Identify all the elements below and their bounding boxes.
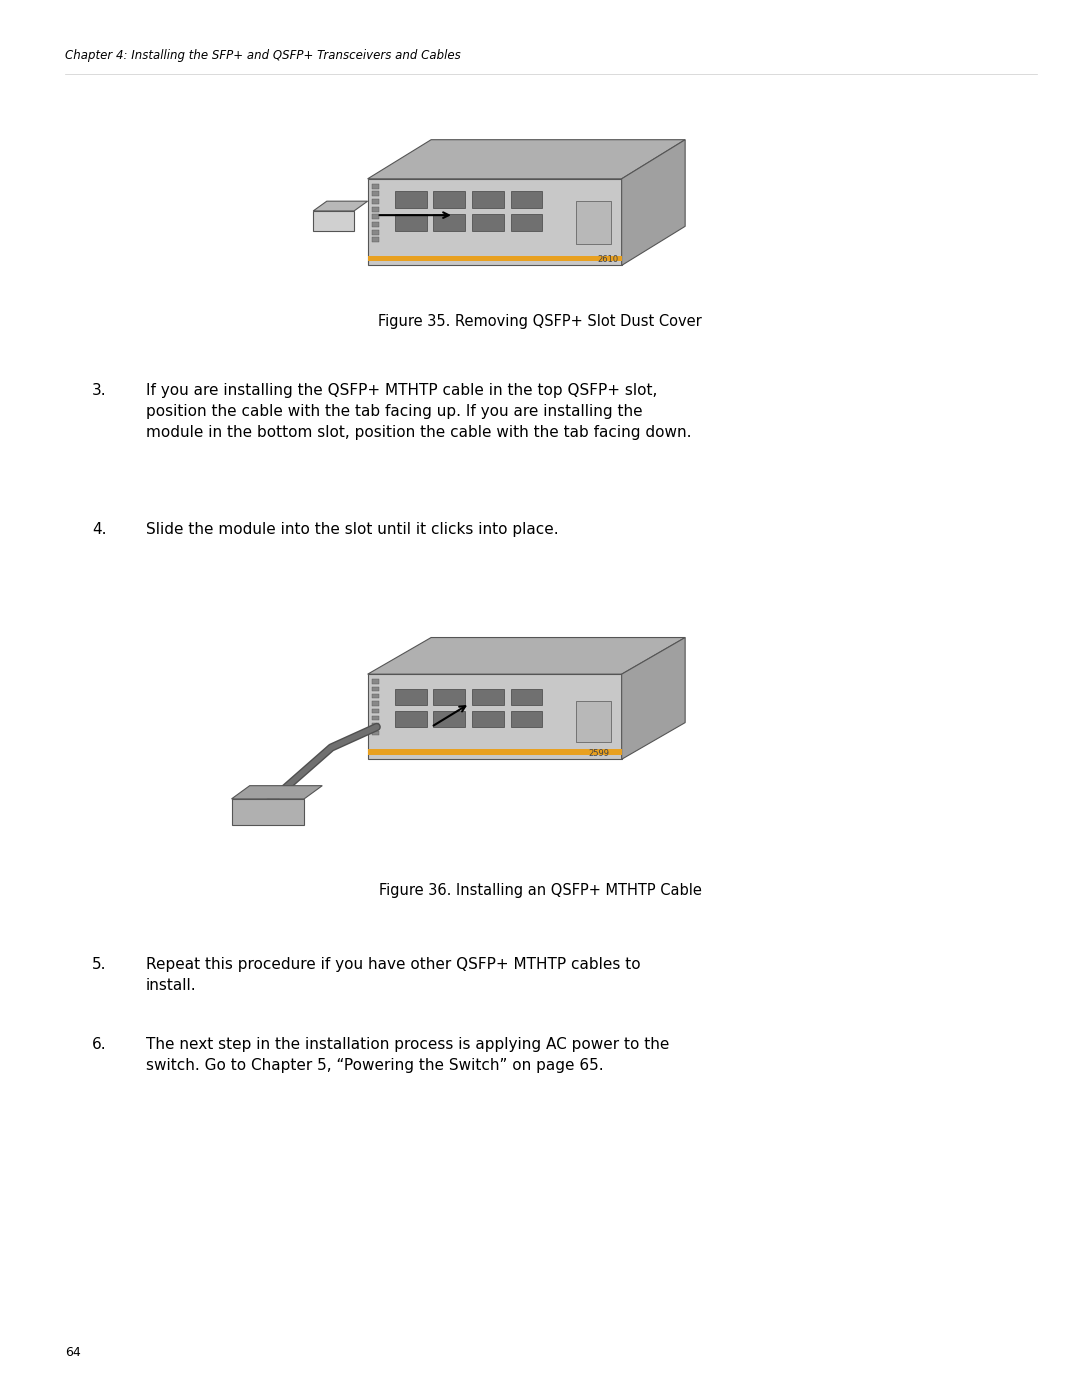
- Bar: [373, 694, 379, 698]
- Text: 64: 64: [65, 1347, 81, 1359]
- Polygon shape: [313, 201, 367, 211]
- Bar: [373, 215, 379, 219]
- Bar: [395, 711, 427, 726]
- Text: If you are installing the QSFP+ MTHTP cable in the top QSFP+ slot,
position the : If you are installing the QSFP+ MTHTP ca…: [146, 383, 691, 440]
- Bar: [367, 256, 622, 261]
- Bar: [373, 191, 379, 197]
- Bar: [373, 207, 379, 212]
- Bar: [373, 200, 379, 204]
- Bar: [395, 214, 427, 231]
- Bar: [313, 211, 354, 231]
- Bar: [373, 679, 379, 683]
- Text: Figure 35. Removing QSFP+ Slot Dust Cover: Figure 35. Removing QSFP+ Slot Dust Cove…: [378, 314, 702, 330]
- Bar: [511, 191, 542, 208]
- Bar: [373, 184, 379, 189]
- Bar: [511, 689, 542, 705]
- Bar: [433, 711, 465, 726]
- Bar: [472, 689, 503, 705]
- Bar: [367, 179, 622, 265]
- Bar: [433, 214, 465, 231]
- Bar: [511, 711, 542, 726]
- Polygon shape: [367, 637, 685, 675]
- Bar: [231, 799, 305, 826]
- Text: 5.: 5.: [92, 957, 106, 972]
- Bar: [373, 222, 379, 228]
- Text: The next step in the installation process is applying AC power to the
switch. Go: The next step in the installation proces…: [146, 1037, 670, 1073]
- Bar: [472, 711, 503, 726]
- Bar: [395, 689, 427, 705]
- Bar: [373, 231, 379, 235]
- Bar: [472, 191, 503, 208]
- Text: 2599: 2599: [589, 749, 609, 757]
- Bar: [511, 214, 542, 231]
- Bar: [367, 749, 622, 754]
- Text: 6.: 6.: [92, 1037, 107, 1052]
- Bar: [367, 675, 622, 760]
- Text: Repeat this procedure if you have other QSFP+ MTHTP cables to
install.: Repeat this procedure if you have other …: [146, 957, 640, 993]
- Bar: [395, 191, 427, 208]
- Polygon shape: [231, 785, 322, 799]
- Bar: [433, 689, 465, 705]
- Polygon shape: [622, 140, 685, 265]
- Text: 2610: 2610: [597, 256, 619, 264]
- Bar: [576, 701, 611, 742]
- Bar: [373, 724, 379, 728]
- Bar: [373, 687, 379, 692]
- Bar: [373, 731, 379, 735]
- Bar: [433, 191, 465, 208]
- Bar: [373, 717, 379, 721]
- Text: 3.: 3.: [92, 383, 107, 398]
- Text: 4.: 4.: [92, 522, 106, 538]
- Text: Chapter 4: Installing the SFP+ and QSFP+ Transceivers and Cables: Chapter 4: Installing the SFP+ and QSFP+…: [65, 49, 460, 61]
- Polygon shape: [622, 637, 685, 760]
- Bar: [373, 708, 379, 712]
- Bar: [373, 237, 379, 243]
- Polygon shape: [367, 140, 685, 179]
- Bar: [373, 701, 379, 705]
- Text: Figure 36. Installing an QSFP+ MTHTP Cable: Figure 36. Installing an QSFP+ MTHTP Cab…: [379, 883, 701, 898]
- Bar: [576, 201, 611, 244]
- Bar: [472, 214, 503, 231]
- Text: Slide the module into the slot until it clicks into place.: Slide the module into the slot until it …: [146, 522, 558, 538]
